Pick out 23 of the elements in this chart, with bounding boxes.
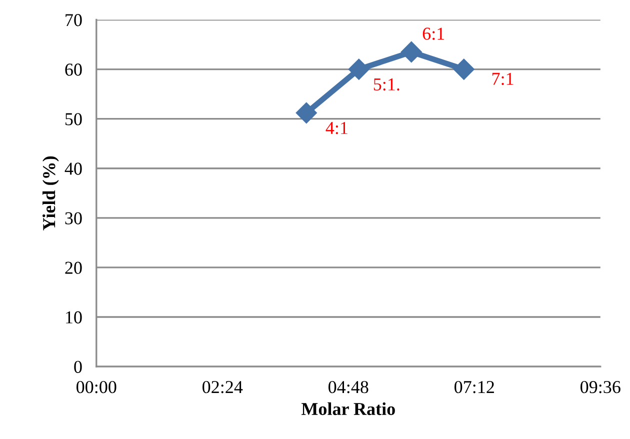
point — [296, 102, 317, 124]
annotation: 6:1 — [422, 28, 444, 40]
point — [400, 41, 422, 62]
y-tick-label: 20 — [65, 262, 82, 274]
annotation: 4:1 — [326, 122, 348, 134]
x-tick-label: 07:12 — [454, 380, 494, 394]
y-axis-title: Yield (%) — [42, 156, 59, 230]
x-tick-label: 04:48 — [328, 380, 368, 394]
y-tick-label: 30 — [65, 212, 82, 224]
y-tick-label: 10 — [66, 311, 82, 324]
y-tick-label: 40 — [64, 162, 82, 175]
y-tick-label: 50 — [65, 113, 82, 126]
y-tick-label: 60 — [65, 64, 82, 76]
annotation: 7:1 — [492, 72, 514, 86]
annotation: 5:1. — [374, 78, 400, 91]
x-axis-title: Molar Ratio — [301, 402, 395, 416]
y-tick-label: 70 — [66, 14, 82, 26]
y-tick-label: 0 — [74, 360, 82, 374]
point — [453, 58, 474, 80]
x-tick-label: 00:00 — [76, 380, 116, 394]
point — [348, 58, 370, 80]
x-tick-label: 02:24 — [202, 380, 243, 394]
x-tick-label: 09:36 — [580, 380, 620, 394]
